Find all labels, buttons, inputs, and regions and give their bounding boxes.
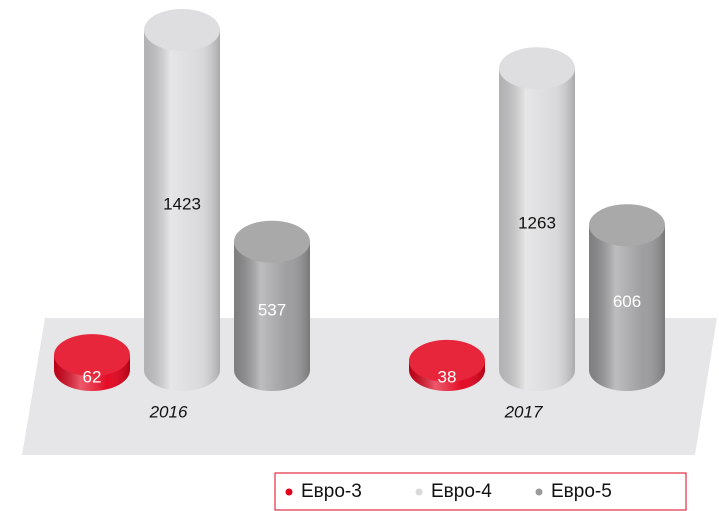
cylinder-top-shine xyxy=(409,339,485,382)
cylinder-top xyxy=(589,204,665,247)
legend-marker xyxy=(535,488,543,496)
legend-box xyxy=(274,472,687,511)
bar xyxy=(589,204,665,391)
cylinder-top-shine xyxy=(499,47,575,90)
bar xyxy=(234,220,310,391)
value-label: 606 xyxy=(613,292,641,311)
legend-label: Евро-3 xyxy=(301,481,362,502)
value-label: 1263 xyxy=(518,214,556,233)
bar xyxy=(499,47,575,391)
cylinder-top-shine xyxy=(234,220,310,263)
cylinder-top-shine xyxy=(589,204,665,247)
cylinder-shade xyxy=(589,225,665,391)
legend-marker xyxy=(415,488,423,496)
cylinder-shade xyxy=(499,68,575,391)
legend-label: Евро-5 xyxy=(551,481,612,502)
bar xyxy=(144,9,220,391)
cylinder-top xyxy=(409,339,485,382)
cylinder-top-shine xyxy=(54,334,130,377)
category-label: 2017 xyxy=(504,402,543,421)
value-label: 62 xyxy=(83,367,102,386)
legend-label: Евро-4 xyxy=(431,481,492,502)
cylinder-top xyxy=(499,47,575,90)
bar xyxy=(409,339,485,391)
category-label: 2016 xyxy=(149,402,188,421)
legend-marker xyxy=(285,488,293,496)
cylinder-top xyxy=(144,9,220,51)
value-label: 537 xyxy=(258,300,286,319)
value-label: 38 xyxy=(438,367,457,386)
cylinder-shade xyxy=(144,30,220,391)
bar xyxy=(54,334,130,391)
cylinder-top-shine xyxy=(144,9,220,51)
cylinder-top xyxy=(54,334,130,377)
value-label: 1423 xyxy=(163,194,201,213)
cylinder-shade xyxy=(234,241,310,391)
cylinder-top xyxy=(234,220,310,263)
